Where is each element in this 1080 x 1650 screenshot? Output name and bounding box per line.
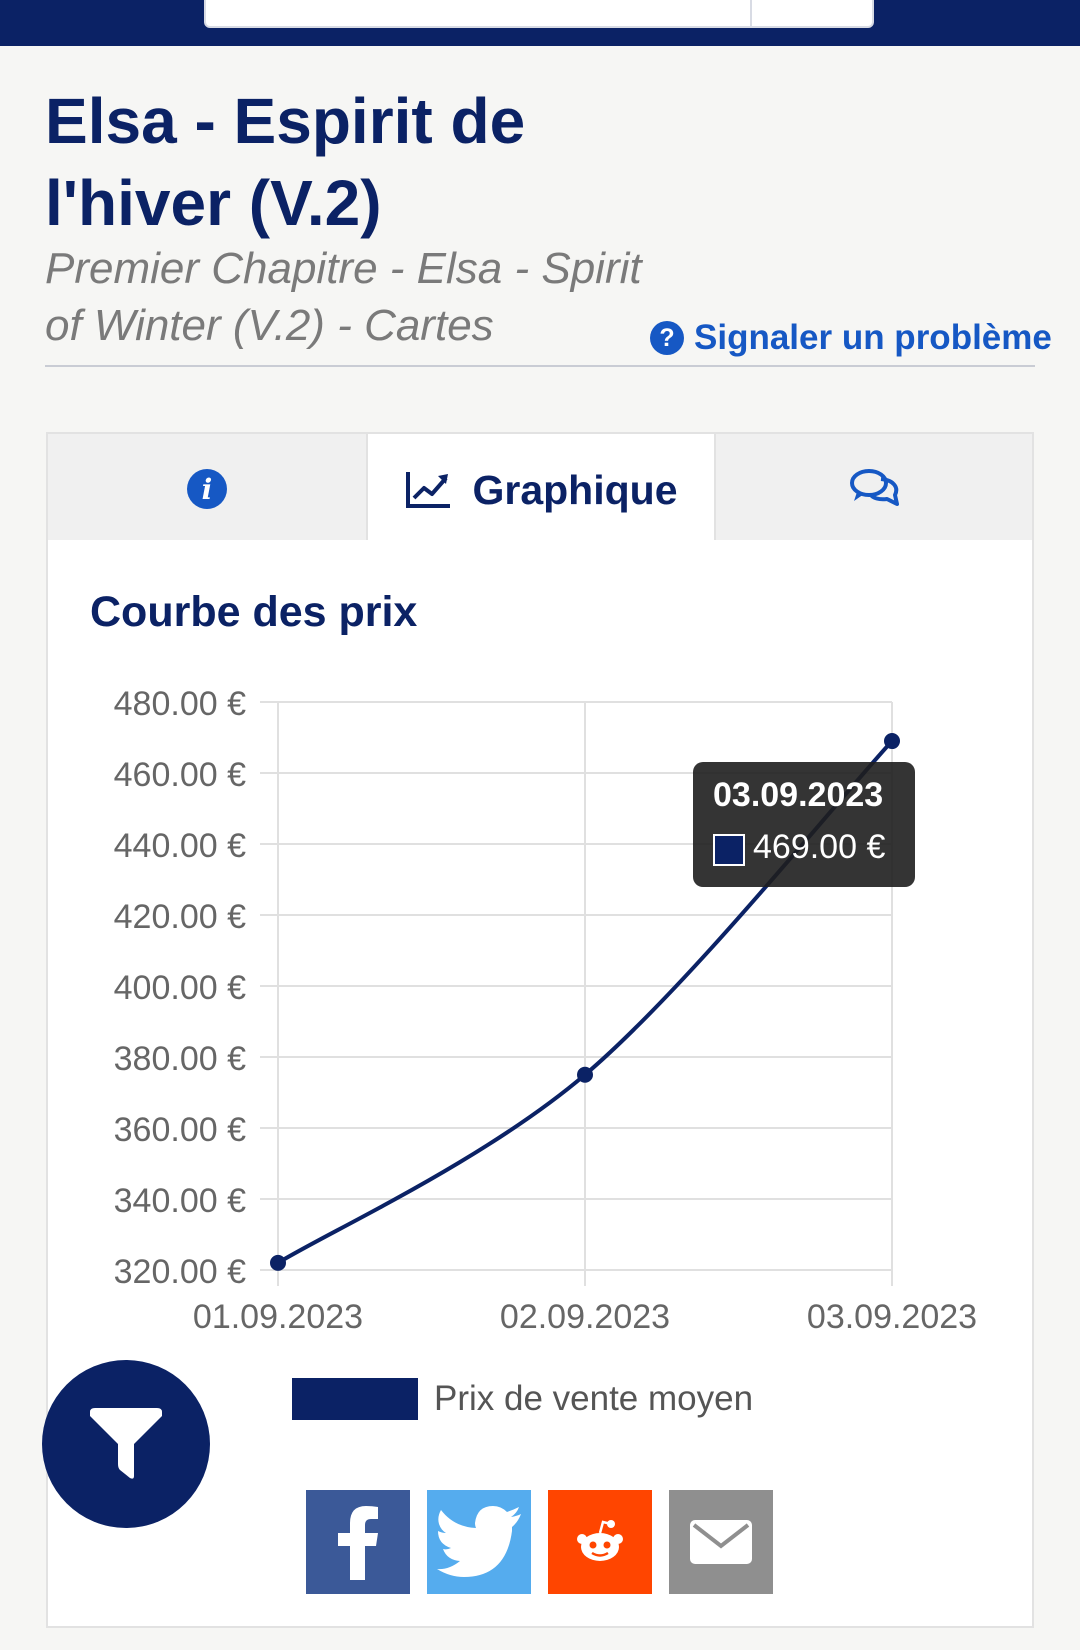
y-tick-label: 360.00 € — [114, 1111, 246, 1149]
question-icon: ? — [650, 321, 684, 355]
chart-card — [46, 540, 1034, 1628]
tab-graph-label: Graphique — [472, 466, 678, 513]
twitter-icon — [437, 1506, 521, 1577]
x-tick-label: 03.09.2023 — [807, 1298, 977, 1336]
title-divider — [45, 365, 1035, 367]
share-facebook-button[interactable] — [306, 1490, 410, 1594]
data-point — [577, 1066, 593, 1083]
tab-comments[interactable] — [716, 434, 1034, 544]
y-tick-label: 340.00 € — [114, 1182, 246, 1220]
x-tick-label: 01.09.2023 — [193, 1298, 363, 1336]
chart-legend[interactable]: Prix de vente moyen — [292, 1378, 753, 1420]
legend-label: Prix de vente moyen — [434, 1379, 754, 1418]
reddit-icon — [577, 1520, 623, 1561]
tab-bar: i Graphique — [46, 432, 1034, 546]
report-problem-label: Signaler un problème — [694, 318, 1052, 357]
comments-icon — [850, 469, 899, 506]
chart-title: Courbe des prix — [90, 588, 418, 636]
top-bar — [0, 0, 1080, 46]
y-tick-label: 420.00 € — [114, 898, 246, 936]
tab-info[interactable]: i — [48, 434, 366, 544]
search-divider — [750, 0, 752, 28]
data-point — [884, 733, 900, 750]
report-problem-link[interactable]: ? Signaler un problème — [650, 318, 1052, 358]
info-icon: i — [187, 469, 227, 509]
chart-line-icon — [406, 472, 451, 508]
tooltip-date: 03.09.2023 — [713, 776, 884, 814]
page-title: Elsa - Espirit de l'hiver (V.2) — [45, 85, 526, 239]
y-tick-label: 460.00 € — [114, 756, 246, 794]
chart-tooltip: 03.09.2023 469.00 € — [693, 762, 915, 887]
data-point — [270, 1254, 286, 1271]
tab-graph[interactable]: Graphique — [366, 434, 716, 546]
filter-icon — [90, 1408, 162, 1479]
x-tick-label: 02.09.2023 — [500, 1298, 670, 1336]
search-input[interactable] — [204, 0, 874, 28]
envelope-icon — [690, 1520, 752, 1564]
facebook-icon — [338, 1506, 378, 1580]
y-tick-label: 320.00 € — [114, 1253, 246, 1291]
y-tick-label: 400.00 € — [114, 969, 246, 1007]
share-twitter-button[interactable] — [427, 1490, 531, 1594]
tooltip-value: 469.00 € — [753, 828, 886, 866]
y-tick-label: 440.00 € — [114, 827, 246, 865]
page-subtitle: Premier Chapitre - Elsa - Spirit of Wint… — [45, 244, 642, 350]
legend-swatch — [292, 1378, 418, 1420]
y-tick-label: 380.00 € — [114, 1040, 246, 1078]
filter-button[interactable] — [42, 1360, 210, 1528]
y-tick-label: 480.00 € — [114, 685, 246, 723]
share-reddit-button[interactable] — [548, 1490, 652, 1594]
tooltip-swatch — [713, 834, 745, 866]
share-email-button[interactable] — [669, 1490, 773, 1594]
